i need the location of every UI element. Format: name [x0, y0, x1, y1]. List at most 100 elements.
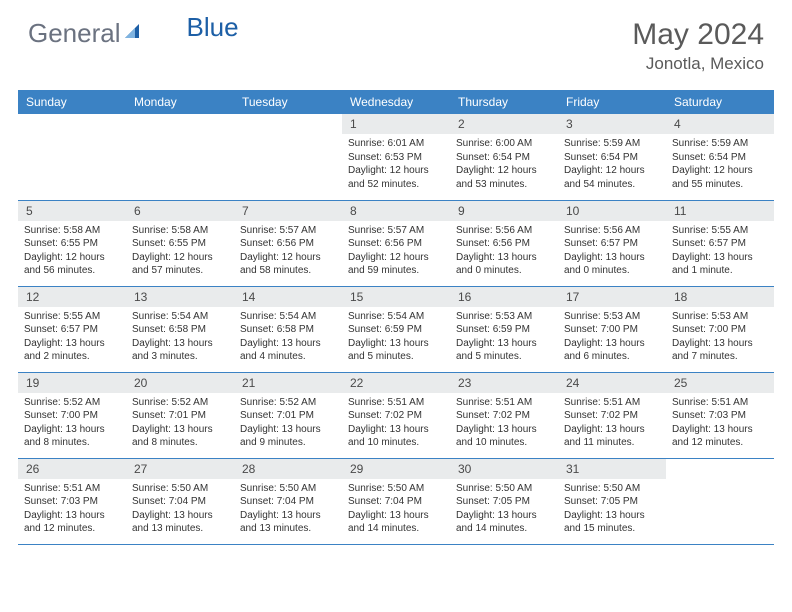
day-details: Sunrise: 6:01 AMSunset: 6:53 PMDaylight:… — [342, 134, 450, 194]
day-number: 25 — [666, 373, 774, 393]
calendar-cell: 11Sunrise: 5:55 AMSunset: 6:57 PMDayligh… — [666, 200, 774, 286]
logo: General Blue — [28, 18, 197, 49]
day-detail-line: Sunset: 7:00 PM — [24, 409, 120, 423]
day-detail-line: Sunset: 7:05 PM — [456, 495, 552, 509]
day-detail-line: Daylight: 13 hours — [348, 509, 444, 523]
day-number: 13 — [126, 287, 234, 307]
day-detail-line: Sunrise: 5:58 AM — [132, 224, 228, 238]
day-detail-line: Sunrise: 5:51 AM — [456, 396, 552, 410]
day-detail-line: and 11 minutes. — [564, 436, 660, 450]
day-detail-line: Sunrise: 5:57 AM — [348, 224, 444, 238]
calendar-cell: 12Sunrise: 5:55 AMSunset: 6:57 PMDayligh… — [18, 286, 126, 372]
day-detail-line: Daylight: 13 hours — [456, 423, 552, 437]
day-detail-line: Sunset: 7:00 PM — [672, 323, 768, 337]
calendar-cell: 30Sunrise: 5:50 AMSunset: 7:05 PMDayligh… — [450, 458, 558, 544]
calendar-table: SundayMondayTuesdayWednesdayThursdayFrid… — [18, 90, 774, 545]
day-detail-line: Daylight: 13 hours — [564, 337, 660, 351]
day-detail-line: Sunrise: 5:51 AM — [564, 396, 660, 410]
calendar-cell — [666, 458, 774, 544]
day-detail-line: Sunset: 6:58 PM — [240, 323, 336, 337]
day-header: Monday — [126, 90, 234, 114]
day-detail-line: and 4 minutes. — [240, 350, 336, 364]
day-number: 23 — [450, 373, 558, 393]
day-number: 2 — [450, 114, 558, 134]
day-number — [666, 459, 774, 479]
day-header: Friday — [558, 90, 666, 114]
day-details: Sunrise: 5:50 AMSunset: 7:04 PMDaylight:… — [342, 479, 450, 539]
calendar-cell: 31Sunrise: 5:50 AMSunset: 7:05 PMDayligh… — [558, 458, 666, 544]
day-detail-line: and 14 minutes. — [456, 522, 552, 536]
day-detail-line: Sunrise: 5:54 AM — [348, 310, 444, 324]
day-detail-line: and 7 minutes. — [672, 350, 768, 364]
day-header: Sunday — [18, 90, 126, 114]
header: General Blue May 2024 Jonotla, Mexico — [0, 0, 792, 82]
day-number: 9 — [450, 201, 558, 221]
day-detail-line: Sunrise: 5:54 AM — [240, 310, 336, 324]
day-detail-line: Sunset: 6:53 PM — [348, 151, 444, 165]
day-detail-line: Daylight: 13 hours — [240, 337, 336, 351]
day-details: Sunrise: 5:50 AMSunset: 7:04 PMDaylight:… — [126, 479, 234, 539]
day-details: Sunrise: 5:52 AMSunset: 7:00 PMDaylight:… — [18, 393, 126, 453]
day-details: Sunrise: 5:54 AMSunset: 6:58 PMDaylight:… — [126, 307, 234, 367]
day-detail-line: Sunset: 7:03 PM — [672, 409, 768, 423]
day-detail-line: Daylight: 13 hours — [348, 337, 444, 351]
day-detail-line: Sunrise: 5:54 AM — [132, 310, 228, 324]
calendar-week-row: 26Sunrise: 5:51 AMSunset: 7:03 PMDayligh… — [18, 458, 774, 544]
day-detail-line: Daylight: 12 hours — [348, 251, 444, 265]
day-detail-line: Sunrise: 5:52 AM — [132, 396, 228, 410]
day-number: 14 — [234, 287, 342, 307]
day-detail-line: Sunrise: 5:53 AM — [456, 310, 552, 324]
day-detail-line: Sunset: 7:04 PM — [132, 495, 228, 509]
day-number: 5 — [18, 201, 126, 221]
day-details: Sunrise: 5:53 AMSunset: 6:59 PMDaylight:… — [450, 307, 558, 367]
day-number: 31 — [558, 459, 666, 479]
day-details: Sunrise: 5:54 AMSunset: 6:59 PMDaylight:… — [342, 307, 450, 367]
day-details: Sunrise: 6:00 AMSunset: 6:54 PMDaylight:… — [450, 134, 558, 194]
day-detail-line: Sunrise: 5:51 AM — [672, 396, 768, 410]
day-number: 24 — [558, 373, 666, 393]
day-detail-line: Sunrise: 5:59 AM — [564, 137, 660, 151]
calendar-cell: 20 Sunrise: 5:52 AMSunset: 7:01 PMDayligh… — [126, 372, 234, 458]
day-detail-line: Sunset: 7:01 PM — [132, 409, 228, 423]
day-detail-line: Sunrise: 5:52 AM — [24, 396, 120, 410]
day-details: Sunrise: 5:50 AMSunset: 7:05 PMDaylight:… — [450, 479, 558, 539]
day-detail-line: Sunset: 7:05 PM — [564, 495, 660, 509]
day-detail-line: Sunset: 7:02 PM — [564, 409, 660, 423]
calendar-week-row: 1Sunrise: 6:01 AMSunset: 6:53 PMDaylight… — [18, 114, 774, 200]
calendar-cell: 2Sunrise: 6:00 AMSunset: 6:54 PMDaylight… — [450, 114, 558, 200]
day-detail-line: Sunrise: 5:55 AM — [24, 310, 120, 324]
day-detail-line: Sunrise: 5:55 AM — [672, 224, 768, 238]
day-detail-line: and 3 minutes. — [132, 350, 228, 364]
day-details: Sunrise: 5:56 AMSunset: 6:56 PMDaylight:… — [450, 221, 558, 281]
calendar-cell: 15Sunrise: 5:54 AMSunset: 6:59 PMDayligh… — [342, 286, 450, 372]
day-number — [18, 114, 126, 134]
day-detail-line: Daylight: 13 hours — [132, 423, 228, 437]
day-detail-line: Sunset: 6:54 PM — [456, 151, 552, 165]
calendar-cell: 27Sunrise: 5:50 AMSunset: 7:04 PMDayligh… — [126, 458, 234, 544]
day-number: 20 — [126, 373, 234, 393]
day-header: Wednesday — [342, 90, 450, 114]
calendar-cell: 25Sunrise: 5:51 AMSunset: 7:03 PMDayligh… — [666, 372, 774, 458]
day-detail-line: Daylight: 13 hours — [240, 423, 336, 437]
day-detail-line: Sunset: 6:57 PM — [672, 237, 768, 251]
day-detail-line: Sunset: 7:04 PM — [240, 495, 336, 509]
day-detail-line: and 55 minutes. — [672, 178, 768, 192]
day-details: Sunrise: 5:55 AMSunset: 6:57 PMDaylight:… — [18, 307, 126, 367]
day-detail-line: Daylight: 13 hours — [672, 337, 768, 351]
day-details: Sunrise: 5:53 AMSunset: 7:00 PMDaylight:… — [558, 307, 666, 367]
calendar-cell: 29Sunrise: 5:50 AMSunset: 7:04 PMDayligh… — [342, 458, 450, 544]
calendar-cell: 26Sunrise: 5:51 AMSunset: 7:03 PMDayligh… — [18, 458, 126, 544]
calendar-cell: 10Sunrise: 5:56 AMSunset: 6:57 PMDayligh… — [558, 200, 666, 286]
day-details: Sunrise: 5:53 AMSunset: 7:00 PMDaylight:… — [666, 307, 774, 367]
calendar-cell: 21Sunrise: 5:52 AMSunset: 7:01 PMDayligh… — [234, 372, 342, 458]
day-detail-line: Sunset: 6:56 PM — [240, 237, 336, 251]
day-details: Sunrise: 5:51 AMSunset: 7:03 PMDaylight:… — [18, 479, 126, 539]
calendar-cell: 16Sunrise: 5:53 AMSunset: 6:59 PMDayligh… — [450, 286, 558, 372]
day-details: Sunrise: 5:52 AMSunset: 7:01 PMDaylight:… — [234, 393, 342, 453]
day-number: 27 — [126, 459, 234, 479]
day-detail-line: and 14 minutes. — [348, 522, 444, 536]
day-detail-line: Sunrise: 5:51 AM — [348, 396, 444, 410]
calendar-cell: 19Sunrise: 5:52 AMSunset: 7:00 PMDayligh… — [18, 372, 126, 458]
calendar-cell: 22Sunrise: 5:51 AMSunset: 7:02 PMDayligh… — [342, 372, 450, 458]
day-number: 26 — [18, 459, 126, 479]
